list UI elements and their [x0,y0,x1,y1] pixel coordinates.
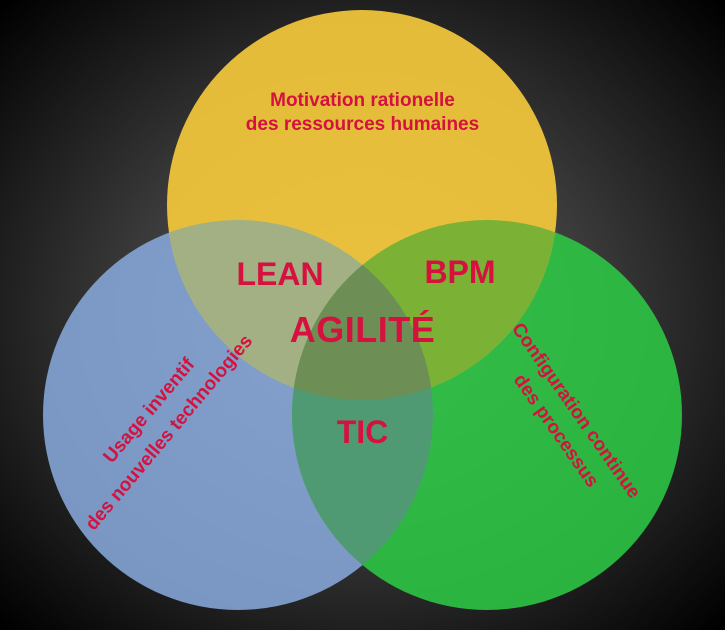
label-lean: LEAN [200,255,360,293]
label-tic: TIC [0,413,725,451]
label-top-line2: des ressources humaines [0,114,725,137]
label-agilite: AGILITÉ [0,308,725,351]
venn-diagram: Motivation rationelle des ressources hum… [0,0,725,630]
label-top-line1: Motivation rationelle [0,90,725,113]
label-bpm: BPM [390,253,530,291]
